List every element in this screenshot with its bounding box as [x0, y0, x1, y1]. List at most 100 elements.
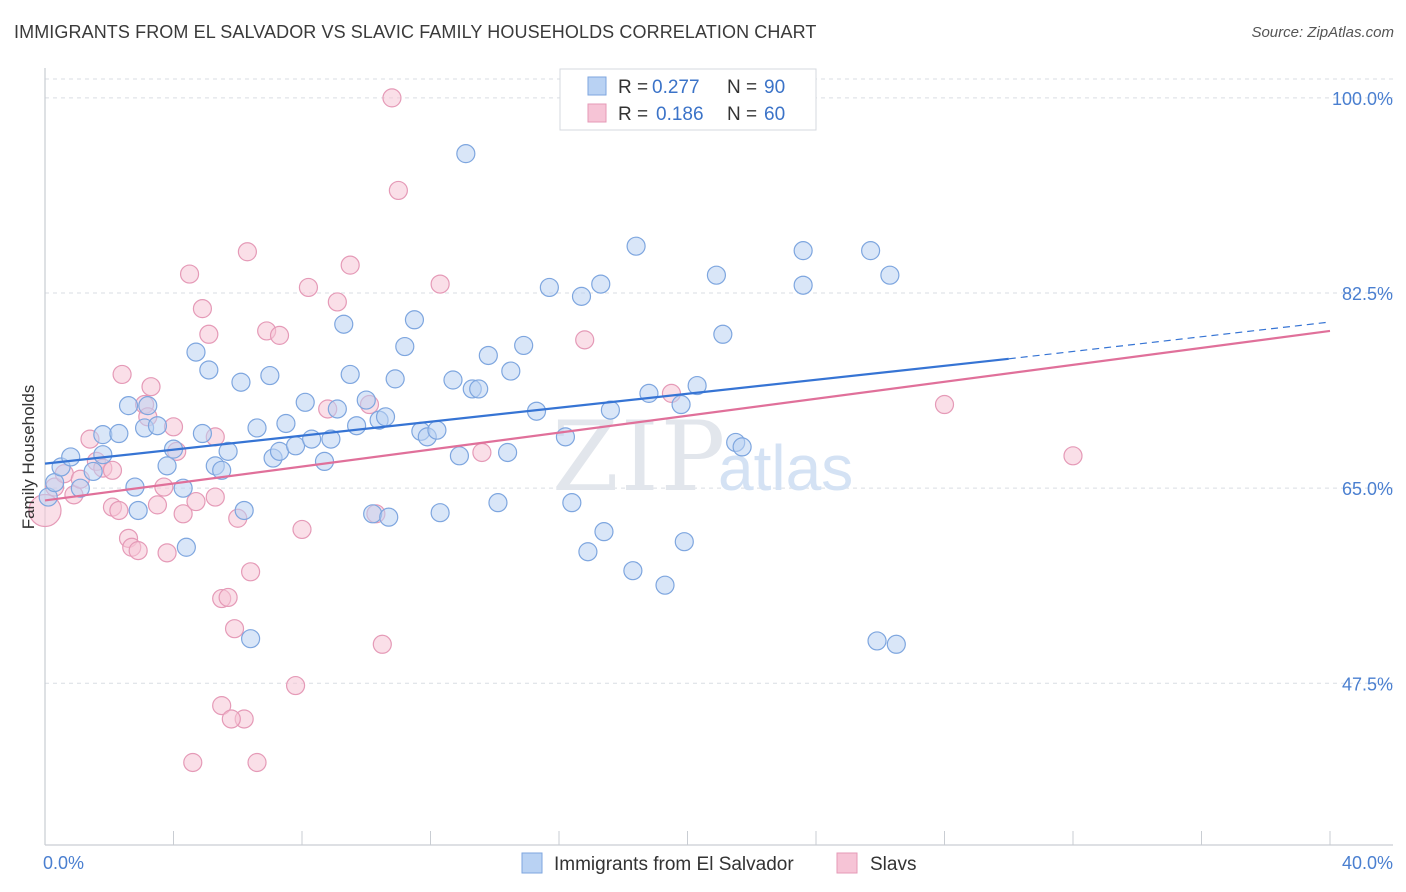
point-el-salvador-42: [356, 390, 376, 410]
point-slavs-23: [179, 264, 200, 284]
point-el-salvador-49: [404, 310, 425, 330]
point-el-salvador-28: [247, 418, 267, 438]
point-el-salvador-3: [61, 447, 81, 467]
point-el-salvador-31: [269, 441, 290, 461]
point-el-salvador-38: [327, 399, 347, 419]
point-el-salvador-23: [212, 460, 232, 480]
point-el-salvador-73: [623, 561, 643, 581]
chart-title: IMMIGRANTS FROM EL SALVADOR VS SLAVIC FA…: [14, 22, 817, 42]
point-el-salvador-88: [880, 265, 900, 285]
axes: [44, 68, 1393, 846]
point-el-salvador-58: [469, 379, 489, 399]
point-slavs-19: [154, 477, 174, 497]
point-el-salvador-62: [501, 361, 521, 381]
legend-n-value-2: 60: [764, 104, 785, 125]
point-el-salvador-7: [93, 425, 113, 445]
series-el-salvador: [38, 144, 906, 654]
point-el-salvador-19: [186, 342, 206, 362]
y-axis-label: Family Households: [19, 385, 38, 530]
point-el-salvador-21: [199, 360, 219, 380]
point-el-salvador-77: [671, 394, 691, 415]
point-slavs-47: [382, 88, 402, 108]
point-slavs-11: [112, 364, 132, 385]
bottom-legend: Immigrants from El Salvador Slavs: [521, 852, 916, 875]
point-el-salvador-24: [218, 441, 238, 461]
series-slavs: [28, 88, 1083, 773]
point-el-salvador-27: [241, 629, 261, 649]
point-el-salvador-84: [793, 241, 813, 261]
trend-line-el-salvador: [44, 357, 1009, 465]
point-slavs-37: [269, 325, 290, 345]
point-slavs-53: [934, 394, 955, 415]
point-el-salvador-25: [231, 372, 251, 392]
point-el-salvador-5: [83, 461, 103, 482]
legend-r-label-2: R =: [618, 104, 648, 125]
legend-swatch-pink: [587, 103, 607, 123]
point-el-salvador-86: [861, 241, 881, 261]
y-tick-label-1: 65.0%: [1342, 479, 1393, 499]
legend-r-value-1: 0.277: [652, 77, 700, 98]
point-slavs-50: [472, 442, 492, 463]
point-el-salvador-69: [578, 542, 598, 562]
point-el-salvador-39: [334, 314, 354, 334]
point-el-salvador-46: [379, 507, 399, 527]
point-slavs-24: [186, 491, 206, 512]
trend-line-el-salvador-dashed: [1008, 321, 1331, 360]
point-slavs-56: [212, 696, 232, 716]
point-slavs-43: [340, 255, 360, 275]
point-el-salvador-20: [192, 423, 213, 444]
point-el-salvador-43: [363, 504, 383, 524]
point-slavs-14: [128, 541, 148, 561]
point-slavs-21: [163, 417, 184, 437]
point-el-salvador-47: [385, 369, 405, 389]
source-label: Source: ZipAtlas.com: [1251, 24, 1394, 41]
point-slavs-42: [327, 292, 347, 312]
legend-n-label-1: N =: [727, 77, 757, 98]
point-slavs-29: [218, 587, 238, 608]
point-el-salvador-33: [285, 436, 306, 456]
point-el-salvador-70: [591, 274, 611, 294]
point-slavs-51: [575, 330, 595, 350]
point-slavs-55: [183, 752, 203, 773]
y-tick-label-2: 82.5%: [1342, 284, 1393, 304]
point-slavs-18: [147, 495, 168, 515]
point-el-salvador-87: [867, 631, 887, 651]
point-el-salvador-60: [488, 493, 508, 513]
point-el-salvador-53: [430, 503, 450, 523]
point-slavs-9: [102, 460, 123, 480]
point-slavs-57: [221, 709, 241, 729]
point-el-salvador-52: [427, 420, 447, 440]
y-tick-label-0: 47.5%: [1342, 674, 1393, 694]
bottom-legend-swatch-pink: [836, 852, 858, 874]
point-el-salvador-56: [456, 144, 476, 164]
point-el-salvador-85: [793, 275, 813, 295]
point-el-salvador-18: [176, 537, 196, 557]
point-el-salvador-79: [687, 375, 707, 396]
point-el-salvador-83: [732, 437, 752, 457]
point-el-salvador-61: [498, 442, 518, 463]
point-el-salvador-45: [375, 407, 396, 427]
point-el-salvador-6: [93, 445, 113, 465]
point-el-salvador-67: [562, 493, 582, 513]
legend-r-value-2: 0.186: [656, 104, 704, 125]
point-el-salvador-9: [118, 396, 139, 416]
point-el-salvador-35: [302, 429, 322, 449]
point-el-salvador-14: [147, 416, 168, 436]
legend-r-label-1: R =: [618, 77, 648, 98]
point-slavs-54: [1063, 446, 1083, 466]
legend-n-value-1: 90: [764, 77, 785, 98]
point-slavs-26: [199, 324, 219, 344]
point-el-salvador-80: [706, 265, 727, 285]
x-tick-left: 0.0%: [43, 853, 84, 873]
point-slavs-39: [292, 519, 312, 540]
point-slavs-48: [388, 180, 408, 201]
point-el-salvador-71: [594, 522, 614, 542]
y-tick-label-3: 100.0%: [1332, 89, 1393, 109]
point-el-salvador-13: [138, 396, 158, 416]
point-slavs-25: [192, 299, 213, 319]
point-el-salvador-65: [539, 277, 559, 298]
point-el-salvador-41: [347, 416, 367, 436]
point-el-salvador-59: [478, 345, 498, 366]
point-el-salvador-34: [295, 392, 315, 412]
